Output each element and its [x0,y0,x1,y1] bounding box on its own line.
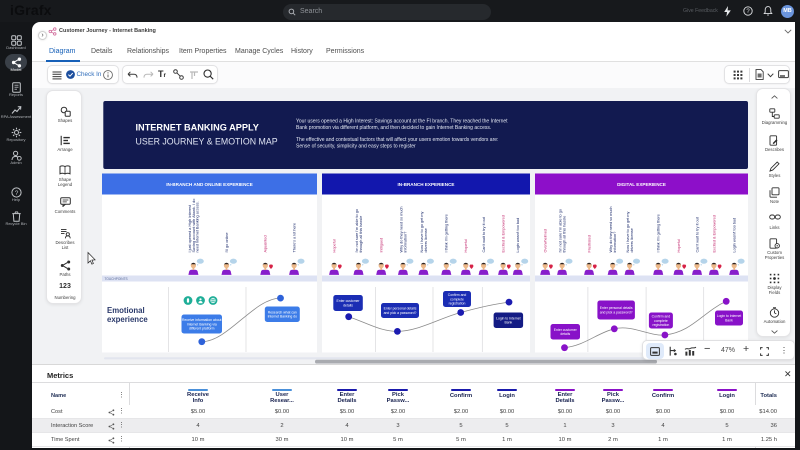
svg-text:through all this hassle: through all this hassle [563,216,567,253]
svg-text:registration: registration [449,302,466,306]
svg-text:Excited & Empowered: Excited & Empowered [502,215,506,252]
svg-text:Internet Banking via: Internet Banking via [187,322,217,326]
svg-text:Sense of security, simplicity: Sense of security, simplicity and easy s… [296,143,416,149]
svg-text:Saving account with Abank. I d: Saving account with Abank. I do [192,199,196,253]
svg-text:Login to Internet: Login to Internet [496,316,521,320]
svg-text:experience: experience [107,315,148,324]
svg-text:Your users opened a High Inter: Your users opened a High Interest: Savin… [296,119,508,125]
svg-text:DIGITAL EXPERIENCE: DIGITAL EXPERIENCE [617,182,666,187]
svg-text:I'll go online: I'll go online [225,233,229,253]
svg-text:information?: information? [403,232,407,253]
svg-text:Can't wait to try it out: Can't wait to try it out [695,216,699,252]
svg-text:Bank promotion via different p: Bank promotion via different platform, a… [296,125,491,131]
svg-text:drivers license: drivers license [630,228,634,252]
svg-text:and pick a password?: and pick a password? [384,311,417,315]
svg-text:Login to Internet: Login to Internet [717,314,742,318]
svg-text:Research what can: Research what can [268,310,297,314]
svg-text:complete: complete [450,297,464,301]
svg-text:Why do they need so much: Why do they need so much [609,206,613,252]
svg-text:Enter personal details: Enter personal details [384,307,417,311]
svg-text:registration: registration [653,323,670,327]
svg-text:Hopeful: Hopeful [333,239,337,252]
svg-text:details: details [560,332,570,336]
svg-text:Now I have to go get my: Now I have to go get my [626,211,630,252]
svg-text:Emotional: Emotional [107,306,145,315]
svg-text:USER JOURNEY & EMOTION MAP: USER JOURNEY & EMOTION MAP [136,137,278,147]
svg-text:TOUCHPOINTS: TOUCHPOINTS [105,277,128,281]
svg-text:The effective and contextual f: The effective and contextual factors tha… [296,137,498,143]
svg-text:different platform: different platform [189,327,215,331]
svg-text:need Internet Banking access.: need Internet Banking access. [196,201,200,252]
svg-text:Bank: Bank [504,321,512,325]
svg-text:and pick a password?: and pick a password? [600,310,633,314]
svg-text:Now I have to go get my: Now I have to go get my [420,211,424,252]
svg-text:complete: complete [654,319,668,323]
svg-text:details: details [343,303,353,307]
svg-text:?: ? [746,9,750,15]
svg-text:Confirm and: Confirm and [448,293,467,297]
svg-text:Enter customer: Enter customer [554,328,578,332]
svg-text:Enter personal details: Enter personal details [600,306,633,310]
svg-text:through all this hassle: through all this hassle [359,216,363,253]
svg-text:I think I'm getting there: I think I'm getting there [657,214,661,252]
svg-text:Bank: Bank [725,318,733,322]
svg-text:IN-BRANCH EXPERIENCE: IN-BRANCH EXPERIENCE [398,182,455,187]
svg-text:Why do they need so much: Why do they need so much [399,206,403,252]
svg-text:Can't wait to try it out: Can't wait to try it out [482,216,486,252]
svg-text:Login wasn't too bad: Login wasn't too bad [733,218,737,253]
svg-text:Intrigued: Intrigued [380,238,384,253]
svg-text:Excited & Empowered: Excited & Empowered [712,215,716,252]
svg-text:I'm not sure I'm able to go: I'm not sure I'm able to go [559,209,563,252]
svg-text:drivers license: drivers license [424,228,428,252]
svg-text:There's a lot here: There's a lot here [293,223,297,252]
svg-text:Receive information about: Receive information about [182,318,221,322]
svg-text:IN-BRANCH AND ONLINE EXPERIENC: IN-BRANCH AND ONLINE EXPERIENCE [166,182,253,187]
svg-text:I just opened a High Interest: I just opened a High Interest [188,204,192,252]
svg-text:Overwhelmed: Overwhelmed [544,229,548,252]
svg-text:Frustrated: Frustrated [588,235,592,252]
svg-text:information?: information? [613,232,617,253]
svg-text:I think I'm getting there: I think I'm getting there [445,214,449,252]
svg-text:I'm not sure I'm able to go: I'm not sure I'm able to go [355,209,359,252]
svg-text:Hopeful: Hopeful [677,239,681,252]
svg-text:Enter customer: Enter customer [337,299,361,303]
svg-text:Login wasn't too bad: Login wasn't too bad [516,218,520,253]
svg-text:?: ? [14,189,18,196]
svg-text:Confirm and: Confirm and [652,315,671,319]
svg-text:Internet Banking do: Internet Banking do [268,315,298,319]
svg-text:Hopeful: Hopeful [464,239,468,252]
svg-text:INTERNET BANKING APPLY: INTERNET BANKING APPLY [136,123,259,133]
svg-text:Aquainted: Aquainted [264,235,268,252]
